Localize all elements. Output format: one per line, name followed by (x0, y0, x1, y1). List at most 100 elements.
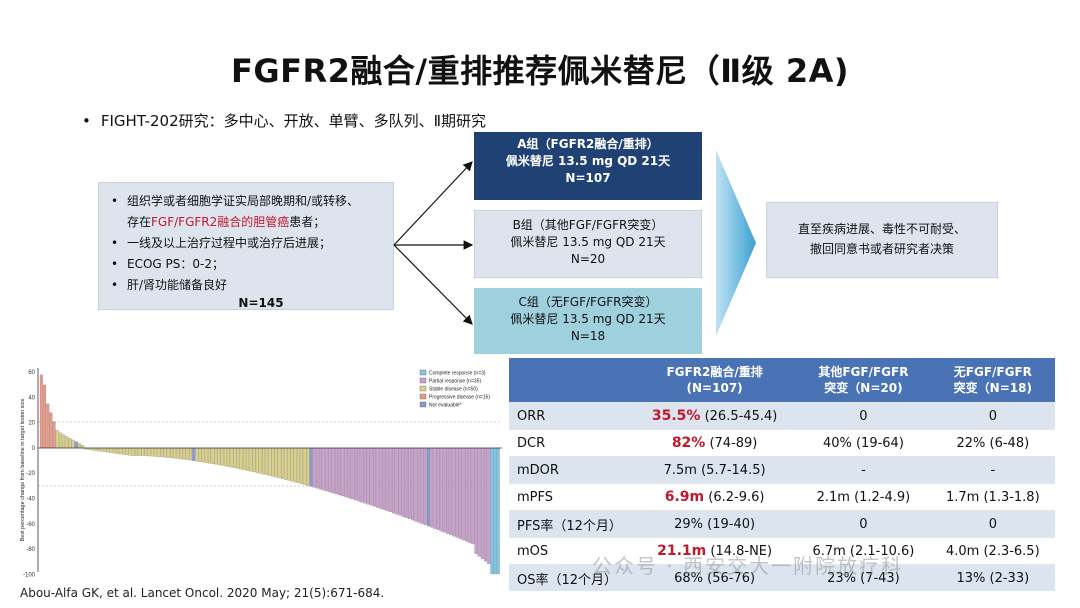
waterfall-bar (211, 447, 215, 464)
waterfall-bar (398, 447, 402, 516)
treatment-duration-box: 直至疾病进展、毒性不可耐受、 撤回同意书或者研究者决策 (766, 202, 998, 278)
waterfall-bar (255, 447, 259, 473)
waterfall-bar (334, 447, 338, 495)
waterfall-bar (347, 447, 351, 499)
waterfall-bar (220, 447, 224, 466)
arm-c-label: C组（无FGF/FGFR突变） (518, 295, 658, 309)
waterfall-bar (420, 447, 424, 524)
chevron-right-icon (716, 150, 756, 336)
waterfall-bar (223, 447, 227, 467)
waterfall-bar (395, 447, 399, 515)
waterfall-bar (274, 447, 278, 478)
waterfall-bar (179, 447, 183, 460)
waterfall-bar (246, 447, 250, 471)
waterfall-bar (322, 447, 326, 491)
criteria-line: ECOG PS：0-2； (107, 254, 387, 275)
waterfall-bar (293, 447, 297, 483)
waterfall-bar (430, 447, 434, 528)
y-tick-label: 20 (28, 421, 35, 427)
cell-cohort-c: 22% (6-48) (930, 429, 1055, 457)
arm-c-n: N=18 (570, 329, 606, 343)
waterfall-bar (154, 447, 158, 457)
cell-cohort-c: 0 (930, 402, 1055, 430)
arm-a-dose: 佩米替尼 13.5 mg QD 21天 (505, 154, 671, 168)
waterfall-bar (373, 447, 376, 507)
waterfall-bar (417, 447, 421, 523)
waterfall-bar (392, 447, 395, 514)
waterfall-bar (357, 447, 361, 502)
waterfall-bar (445, 447, 449, 534)
table-header-cell: FGFR2融合/重排 (N=107) (633, 358, 797, 403)
waterfall-bar (173, 447, 177, 459)
criteria-line: 一线及以上治疗过程中或治疗后进展； (107, 233, 387, 254)
waterfall-bar (230, 447, 234, 468)
waterfall-bar (58, 432, 62, 449)
waterfall-bar (265, 447, 269, 475)
waterfall-bar (312, 447, 316, 488)
waterfall-bar (471, 447, 475, 545)
table-header-cell (509, 358, 633, 403)
row-label: mDOR (509, 456, 633, 484)
row-label: DCR (509, 429, 633, 457)
watermark-text: 公众号 · 西安交大一附院放疗科 (592, 554, 904, 578)
row-label: mOS (509, 537, 633, 565)
waterfall-bar (169, 447, 173, 458)
legend-label: Not evaluable* (429, 403, 462, 409)
legend-swatch (419, 393, 427, 400)
waterfall-bar (490, 447, 494, 575)
waterfall-bar (214, 447, 218, 465)
waterfall-bar (182, 447, 186, 460)
waterfall-bar (493, 447, 497, 575)
row-label: ORR (509, 402, 633, 430)
waterfall-bar (109, 447, 113, 453)
waterfall-bar (217, 447, 221, 465)
waterfall-bar (325, 447, 329, 492)
waterfall-bar (52, 421, 56, 449)
arm-b-label: B组（其他FGF/FGFR突变） (512, 218, 664, 232)
waterfall-bar (455, 447, 459, 538)
waterfall-bar (97, 447, 100, 452)
waterfall-bar (68, 438, 72, 449)
waterfall-bar (319, 447, 323, 490)
y-tick-label: -20 (26, 471, 35, 477)
waterfall-bar (227, 447, 231, 467)
waterfall-bar (192, 447, 196, 461)
study-subtitle: • FIGHT-202研究：多中心、开放、单臂、多队列、Ⅱ期研究 (82, 112, 487, 130)
waterfall-bar (144, 447, 148, 456)
waterfall-bar (71, 439, 75, 449)
waterfall-bar (465, 447, 468, 542)
waterfall-bar (103, 447, 107, 452)
waterfall-bar (452, 447, 456, 537)
waterfall-bar (242, 447, 246, 470)
waterfall-bar (236, 447, 240, 469)
y-tick-label: 60 (28, 370, 35, 376)
arm-c-box: C组（无FGF/FGFR突变） 佩米替尼 13.5 mg QD 21天 N=18 (474, 288, 702, 354)
criteria-line: 肝/肾功能储备良好 (107, 275, 387, 296)
table-row: ORR 35.5% (26.5-45.4) 0 0 (509, 402, 1055, 430)
waterfall-bar (93, 447, 97, 451)
waterfall-bar (74, 441, 78, 449)
cell-cohort-a: 6.9m (6.2-9.6) (633, 483, 797, 511)
waterfall-bar (376, 447, 380, 508)
table-header-cell: 其他FGF/FGFR 突变（N=20) (796, 358, 931, 403)
waterfall-bar (388, 447, 392, 513)
waterfall-bar (306, 447, 310, 486)
cell-cohort-b: 23% (7-43) (796, 564, 931, 591)
waterfall-bar (290, 447, 294, 482)
y-tick-label: 40 (28, 395, 35, 401)
waterfall-bar (261, 447, 265, 475)
waterfall-bar (449, 447, 453, 535)
legend-label: Stable disease (n=50) (429, 387, 478, 393)
waterfall-bar (233, 447, 237, 469)
waterfall-bar (208, 447, 211, 464)
cell-cohort-c: 0 (930, 510, 1055, 538)
legend-label: Complete response (n=3) (429, 371, 486, 377)
inclusion-criteria-box: 组织学或者细胞学证实局部晚期和/或转移、 存在FGF/FGFR2融合的胆管癌患者… (98, 182, 394, 310)
criteria-line: 存在FGF/FGFR2融合的胆管癌患者； (127, 215, 326, 229)
waterfall-bar (147, 447, 151, 457)
waterfall-bar (341, 447, 345, 497)
waterfall-bar (426, 447, 430, 527)
cell-cohort-b: 2.1m (1.2-4.9) (796, 483, 931, 511)
waterfall-bar (62, 434, 66, 449)
arm-a-label: A组（FGFR2融合/重排） (517, 137, 659, 151)
